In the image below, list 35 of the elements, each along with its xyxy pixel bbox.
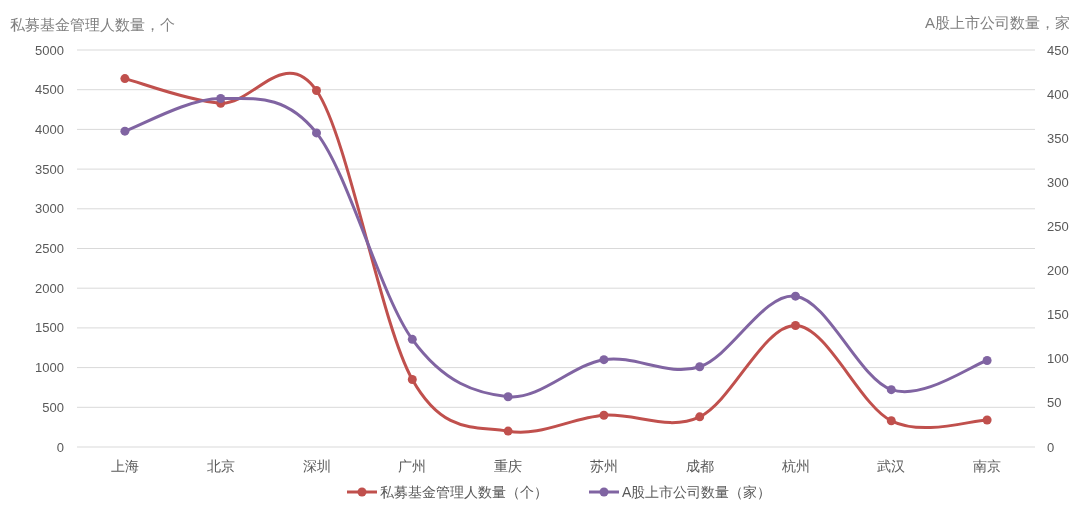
xtick: 重庆 (494, 458, 523, 474)
ytick: 3500 (35, 161, 64, 177)
ytick: 3000 (35, 201, 64, 217)
y2tick: 400 (1047, 86, 1069, 102)
ylabel: 私募基金管理人数量，个 (10, 16, 175, 33)
ytick: 2000 (35, 280, 64, 296)
xtick: 广州 (398, 458, 427, 474)
xtick: 成都 (685, 458, 714, 474)
ytick: 4500 (35, 82, 64, 98)
y2tick: 300 (1047, 174, 1069, 190)
ytick: 5000 (35, 42, 64, 58)
xtick: 南京 (973, 458, 1002, 474)
y2tick: 200 (1047, 263, 1069, 279)
ytick: 4000 (35, 121, 64, 137)
ytick: 2500 (35, 241, 64, 256)
ytick: 1500 (35, 320, 64, 336)
xtick: 苏州 (589, 458, 618, 474)
xtick: 北京 (206, 458, 235, 474)
y2tick: 50 (1047, 395, 1062, 411)
xtick: 深圳 (302, 458, 331, 474)
ytick: 1000 (35, 360, 64, 376)
xtick: 杭州 (781, 458, 810, 474)
y2tick: 0 (1047, 439, 1055, 455)
y2tick: 450 (1047, 42, 1069, 58)
ytick: 0 (56, 439, 64, 455)
y2tick: 350 (1047, 130, 1069, 146)
y2tick: 150 (1047, 307, 1069, 323)
legend-label: A股上市公司数量（家） (622, 484, 772, 500)
xtick: 武汉 (877, 458, 906, 474)
y2label: A股上市公司数量，家 (925, 14, 1070, 31)
legend-label: 私募基金管理人数量（个） (380, 484, 548, 500)
ytick: 500 (42, 399, 64, 415)
xtick: 上海 (110, 458, 139, 474)
y2tick: 100 (1047, 351, 1069, 367)
y2tick: 250 (1047, 218, 1069, 234)
